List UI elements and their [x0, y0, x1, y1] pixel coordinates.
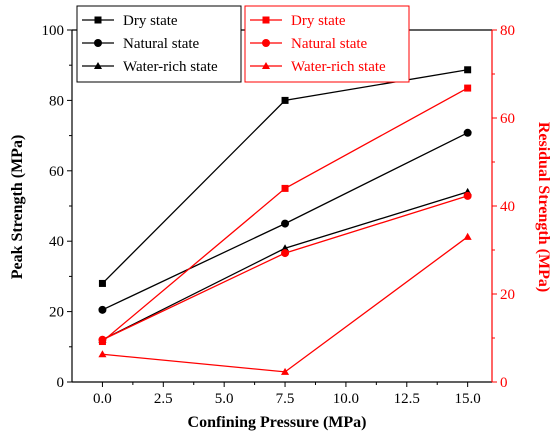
legend-top-left: Dry state Natural state Water-rich state	[76, 5, 242, 83]
y-axis-title: Peak Strength (MPa)	[9, 135, 26, 280]
x-tick-label: 15.0	[455, 391, 481, 407]
legend-top-right: Dry state Natural state Water-rich state	[244, 5, 410, 83]
data-point	[98, 335, 107, 344]
data-point	[281, 249, 290, 258]
x-tick-label: 0.0	[93, 391, 112, 407]
data-point	[98, 305, 107, 314]
legend-marker	[94, 39, 102, 47]
legend-label: Dry state	[291, 13, 346, 29]
data-point	[281, 96, 289, 104]
legend-box	[76, 5, 242, 83]
x-axis-title: Confining Pressure (MPa)	[188, 414, 367, 431]
y-tick-label: 0	[57, 375, 65, 391]
data-point	[98, 350, 107, 358]
y2-tick-label: 60	[500, 111, 515, 127]
legend-marker	[93, 61, 103, 70]
legend-marker	[94, 16, 102, 24]
data-point	[464, 66, 472, 74]
series-line	[102, 195, 468, 341]
series-line	[102, 191, 468, 341]
legend-label: Water-rich state	[123, 59, 218, 75]
legend-label: Water-rich state	[291, 59, 386, 75]
data-point	[281, 367, 290, 375]
series-line	[102, 87, 468, 343]
series-residual-circle	[98, 191, 472, 344]
x-tick-label: 7.5	[276, 391, 295, 407]
y2-tick-label: 0	[500, 375, 508, 391]
series-residual-square	[98, 84, 472, 346]
series-peak-triangle	[98, 187, 472, 343]
series-peak-circle	[98, 128, 472, 314]
x-tick-label: 5.0	[215, 391, 234, 407]
legend-label: Dry state	[123, 13, 178, 29]
legend-marker	[261, 61, 271, 70]
data-point	[281, 219, 290, 228]
legend-label: Natural state	[291, 36, 368, 52]
y2-tick-label: 20	[500, 287, 515, 303]
data-point	[463, 128, 472, 137]
axes-layer: 0.0 2.5 5.0 7.5 10.0 12.5 15.0 0 20 40 60 80 100 0 20 4…	[42, 23, 516, 407]
x-tick-label: 2.5	[154, 391, 173, 407]
legend-box	[244, 5, 410, 83]
data-point	[281, 244, 290, 252]
y2-tick-label: 40	[500, 199, 515, 215]
y-tick-label: 20	[49, 305, 64, 321]
x-tick-label: 10.0	[333, 391, 359, 407]
data-point	[98, 279, 106, 287]
data-point	[281, 184, 289, 192]
y-tick-label: 40	[49, 234, 64, 250]
data-point	[463, 232, 472, 240]
series-layer	[98, 66, 472, 375]
y-tick-label: 60	[49, 164, 64, 180]
y-tick-label: 80	[49, 93, 64, 109]
x-tick-label: 12.5	[394, 391, 420, 407]
data-point	[463, 191, 472, 200]
legend-marker	[262, 39, 270, 47]
data-point	[464, 84, 472, 92]
y-tick-label: 100	[42, 23, 65, 39]
legend-label: Natural state	[123, 36, 200, 52]
y2-axis-title: Residual Strength (MPa)	[535, 122, 550, 292]
y2-tick-label: 80	[500, 23, 515, 39]
legend-marker	[262, 16, 270, 24]
series-residual-triangle	[98, 232, 472, 375]
